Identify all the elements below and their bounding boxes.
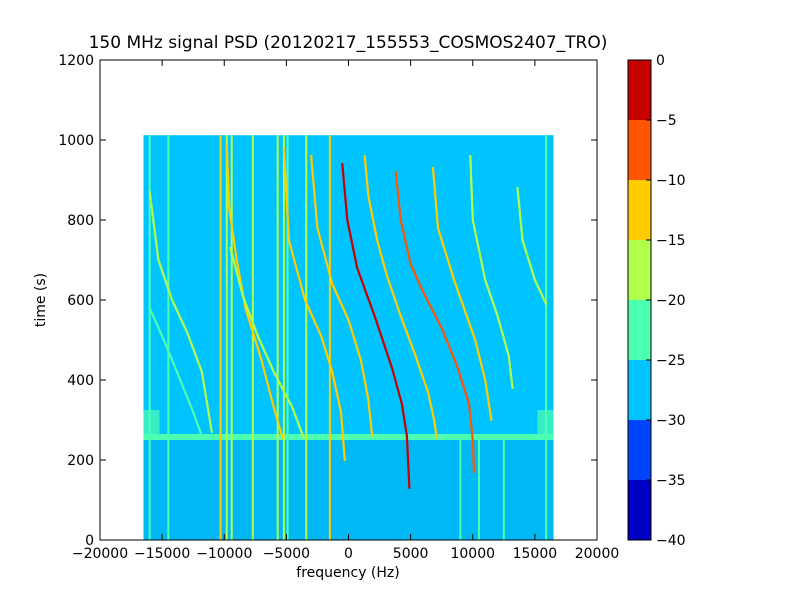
colorbar-segment [628, 120, 651, 180]
x-axis-label: frequency (Hz) [296, 565, 399, 581]
doppler-track [225, 142, 284, 440]
x-tick-label: 10000 [450, 546, 495, 562]
doppler-track [341, 162, 411, 490]
doppler-track [229, 246, 305, 440]
x-tick-label: 15000 [513, 546, 558, 562]
y-tick-label: 200 [67, 453, 94, 469]
colorbar-segment [628, 480, 651, 540]
y-tick-label: 1000 [58, 133, 94, 149]
colorbar-segment [628, 60, 651, 120]
y-tick-label: 0 [85, 533, 94, 549]
x-tick-label: −15000 [134, 546, 190, 562]
heatmap-layer [143, 135, 554, 540]
doppler-track [363, 154, 438, 440]
colorbar-tick-label: −5 [656, 113, 677, 129]
heatmap-edge-band-left [143, 410, 160, 440]
y-tick-label: 400 [67, 373, 94, 389]
colorbar-segment [628, 300, 651, 360]
doppler-track [516, 186, 548, 306]
x-tick-label: −5000 [263, 546, 310, 562]
x-axis: −20000 −15000 −10000 −5000 0 5000 10000 15000 20… [72, 60, 619, 562]
colorbar-tick-label: −40 [656, 533, 686, 549]
doppler-track [469, 154, 514, 390]
x-tick-label: 5000 [393, 546, 429, 562]
x-tick-label: −10000 [196, 546, 252, 562]
plot-area [99, 59, 598, 541]
colorbar-segment [628, 420, 651, 480]
heatmap-upper-region [143, 135, 554, 440]
doppler-track [310, 154, 374, 438]
colorbar-tick-label: −30 [656, 413, 686, 429]
colorbar-tick-label: −25 [656, 353, 686, 369]
colorbar-tick-label: −35 [656, 473, 686, 489]
x-tick-label: 0 [344, 546, 353, 562]
y-axis-label: time (s) [33, 273, 49, 327]
x-tick-label: 20000 [575, 546, 620, 562]
doppler-track [148, 190, 213, 434]
colorbar-segment [628, 180, 651, 240]
doppler-track [394, 170, 476, 474]
x-tick-label: −20000 [72, 546, 128, 562]
y-tick-label: 600 [67, 293, 94, 309]
colorbar: 0 −5 −10 −15 −20 −25 −30 −35 −40 [627, 53, 686, 549]
colorbar-tick-label: −10 [656, 173, 686, 189]
y-axis: 0 200 400 600 800 1000 1200 [58, 53, 597, 549]
y-tick-label: 1200 [58, 53, 94, 69]
colorbar-segment [628, 240, 651, 300]
colorbar-segment [628, 360, 651, 420]
colorbar-tick-label: 0 [656, 53, 665, 69]
y-tick-label: 800 [67, 213, 94, 229]
heatmap-boundary-band [143, 434, 554, 440]
doppler-track [282, 146, 346, 462]
doppler-track [148, 306, 203, 438]
chart-title: 150 MHz signal PSD (20120217_155553_COSM… [89, 33, 608, 53]
colorbar-tick-label: −15 [656, 233, 686, 249]
heatmap-lower-region [143, 440, 554, 540]
doppler-track [431, 166, 493, 422]
colorbar-tick-label: −20 [656, 293, 686, 309]
